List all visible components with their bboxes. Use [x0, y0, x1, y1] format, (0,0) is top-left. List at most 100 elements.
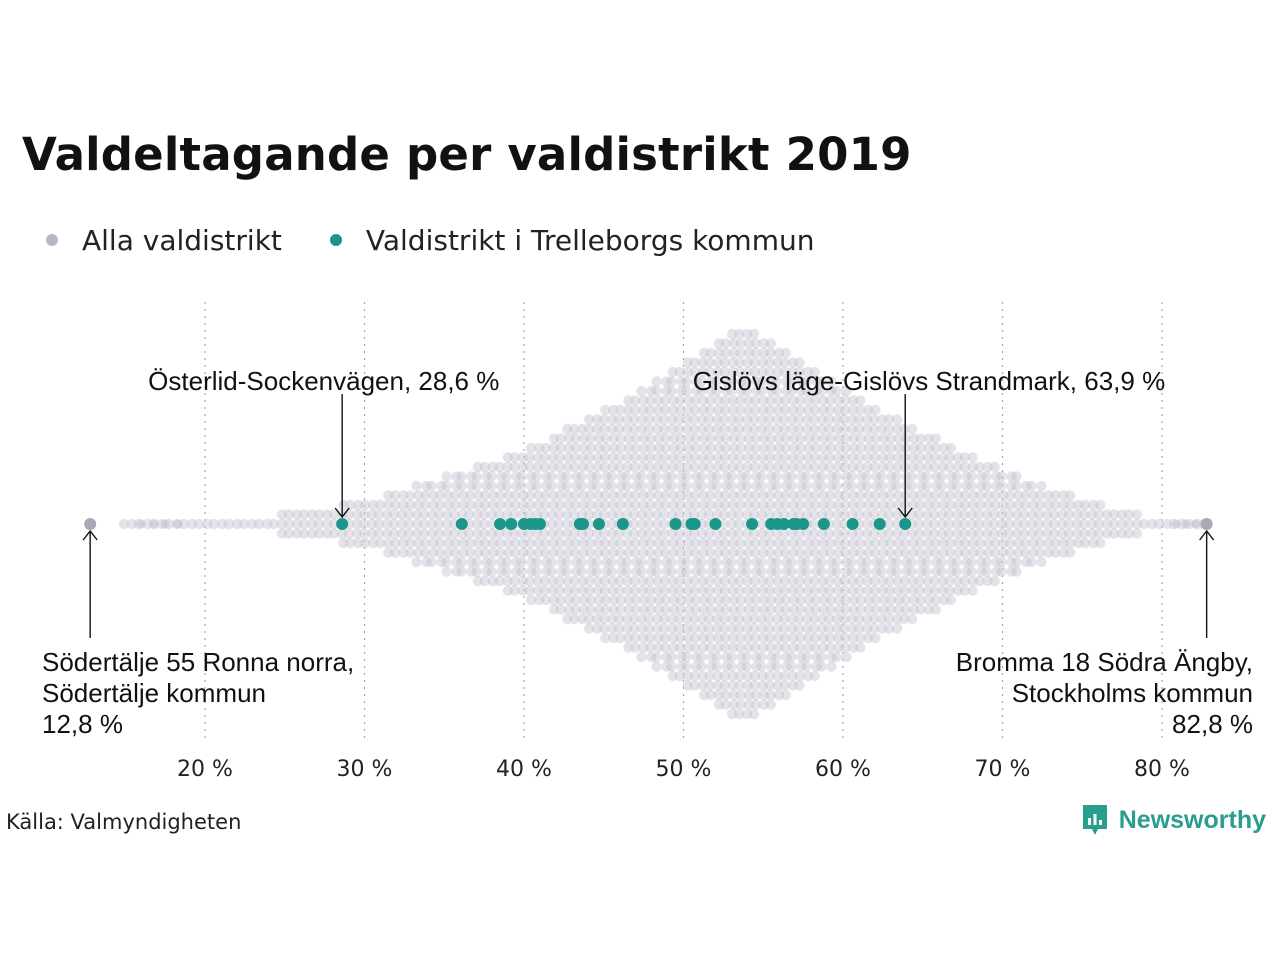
district-point: [803, 442, 815, 454]
district-point: [780, 433, 792, 444]
district-point: [720, 338, 732, 349]
district-point: [853, 613, 865, 625]
district-point: [691, 651, 702, 663]
district-point: [1050, 490, 1061, 501]
district-point: [808, 528, 820, 539]
district-point: [683, 594, 695, 606]
district-point: [803, 632, 814, 644]
district-point: [921, 556, 932, 568]
district-point: [405, 499, 416, 511]
district-point: [878, 433, 890, 444]
district-point: [733, 509, 745, 520]
district-point: [683, 404, 694, 416]
district-point: [653, 499, 664, 511]
district-point: [787, 575, 798, 587]
district-point: [736, 376, 747, 387]
district-point: [585, 604, 597, 615]
district-point: [758, 442, 770, 454]
district-point: [465, 547, 476, 558]
district-point: [613, 509, 625, 520]
district-point: [901, 480, 912, 492]
district-point: [831, 651, 842, 663]
district-point: [704, 452, 715, 463]
legend-item-all: Alla valdistrikt: [40, 224, 282, 257]
newsworthy-logo[interactable]: Newsworthy: [1081, 803, 1266, 837]
district-point: [991, 566, 1002, 577]
district-point: [576, 566, 587, 577]
district-point: [841, 385, 852, 397]
district-point: [742, 585, 753, 596]
district-point: [283, 528, 295, 539]
district-point: [555, 442, 567, 454]
district-point: [855, 537, 866, 549]
district-point: [451, 471, 462, 482]
district-point: [608, 499, 619, 511]
district-point: [525, 442, 537, 454]
district-point: [735, 442, 747, 454]
district-point: [960, 547, 971, 558]
district-point: [706, 661, 717, 672]
district-point: [659, 461, 670, 473]
district-point: [721, 556, 732, 568]
district-point: [816, 423, 828, 435]
district-point: [614, 461, 625, 473]
district-point: [778, 423, 790, 435]
district-point: [750, 537, 761, 549]
district-point: [705, 594, 717, 606]
district-point: [585, 594, 597, 606]
district-point: [546, 471, 557, 482]
district-point: [495, 490, 506, 501]
district-point: [741, 414, 753, 425]
district-point: [748, 528, 760, 539]
trelleborg-point: [777, 518, 790, 530]
district-point: [726, 518, 738, 530]
district-point: [479, 461, 490, 473]
district-point: [930, 442, 942, 454]
district-point: [848, 490, 859, 501]
district-point: [486, 566, 497, 577]
district-point: [996, 566, 1007, 577]
district-point: [952, 461, 963, 473]
district-point: [735, 642, 746, 653]
district-point: [734, 680, 745, 691]
district-point: [937, 585, 948, 596]
district-point: [373, 518, 385, 530]
district-point: [786, 423, 798, 435]
annotation-arrow: [1199, 529, 1215, 541]
district-point: [781, 471, 792, 482]
district-point: [428, 490, 439, 501]
district-point: [623, 442, 635, 454]
district-point: [856, 566, 867, 577]
district-point: [600, 632, 611, 644]
district-point: [801, 423, 813, 435]
district-point: [863, 547, 874, 558]
district-point: [621, 423, 633, 435]
district-point: [607, 461, 618, 473]
district-point: [283, 518, 295, 530]
district-point: [831, 480, 842, 492]
district-point: [758, 632, 769, 644]
district-point: [885, 594, 897, 606]
district-point: [743, 604, 755, 615]
district-point: [1146, 518, 1158, 530]
district-point: [697, 680, 708, 691]
district-point: [930, 537, 941, 549]
district-point: [916, 556, 927, 568]
district-point: [441, 480, 452, 492]
district-point: [533, 537, 544, 549]
district-point: [736, 480, 747, 492]
district-point: [690, 490, 701, 501]
district-point: [697, 452, 708, 463]
district-point: [681, 661, 692, 672]
district-point: [601, 471, 612, 482]
district-point: [1123, 509, 1135, 520]
district-point: [848, 404, 859, 416]
trelleborg-point: [846, 518, 859, 530]
district-point: [508, 509, 520, 520]
district-point: [591, 613, 603, 625]
district-point: [855, 547, 866, 558]
district-point: [772, 670, 783, 682]
district-point: [796, 376, 807, 387]
district-point: [615, 499, 626, 511]
district-point: [583, 613, 595, 625]
